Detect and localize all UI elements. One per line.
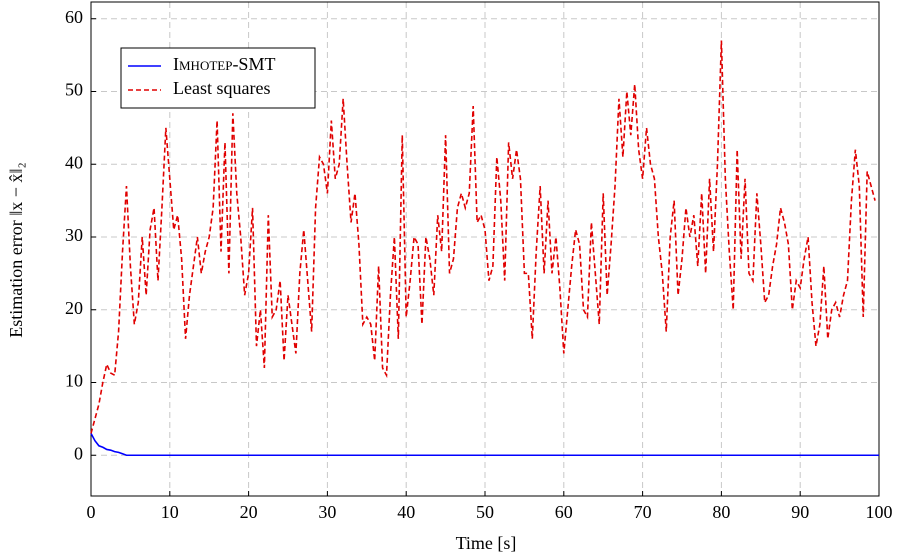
x-axis-label: Time [s]	[456, 533, 517, 553]
plot-frame	[90, 1, 880, 497]
x-tick-label: 70	[634, 502, 652, 522]
x-tick-label: 60	[555, 502, 573, 522]
data-line	[90, 40, 876, 434]
x-tick-label: 40	[397, 502, 415, 522]
x-tick-label: 30	[318, 502, 336, 522]
y-tick-label: 30	[65, 225, 83, 245]
legend-label: Least squares	[173, 78, 270, 98]
x-tick-label: 80	[712, 502, 730, 522]
x-tick-label: 10	[161, 502, 179, 522]
y-tick-label: 10	[65, 371, 83, 391]
y-tick-label: 20	[65, 298, 83, 318]
y-tick-label: 50	[65, 80, 83, 100]
x-tick-label: 100	[866, 502, 893, 522]
legend-box	[120, 47, 316, 109]
y-tick-label: 60	[65, 7, 83, 27]
y-tick-label: 40	[65, 152, 83, 172]
y-tick-label: 0	[74, 443, 83, 463]
legend-label: Imhotep-SMT	[173, 54, 275, 74]
x-tick-label: 0	[87, 502, 96, 522]
x-tick-label: 20	[240, 502, 258, 522]
x-tick-label: 50	[476, 502, 494, 522]
y-axis-label: Estimation error ‖x − x̂‖₂	[6, 162, 26, 338]
x-tick-label: 90	[791, 502, 809, 522]
data-line	[90, 433, 879, 457]
